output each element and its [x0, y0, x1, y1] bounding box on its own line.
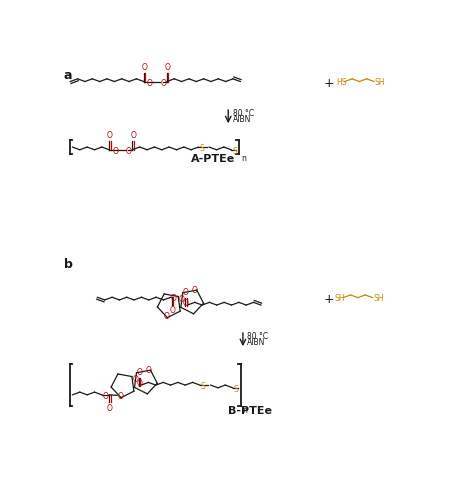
- Text: O: O: [142, 63, 147, 72]
- Text: O: O: [171, 294, 177, 302]
- Text: O: O: [137, 379, 142, 388]
- Text: 80 °C: 80 °C: [247, 332, 268, 341]
- Text: O: O: [191, 286, 197, 295]
- Text: O: O: [103, 392, 109, 401]
- Text: O: O: [126, 147, 132, 156]
- Text: O: O: [107, 131, 113, 140]
- Text: O: O: [107, 403, 113, 412]
- Text: b: b: [64, 257, 73, 271]
- Text: O: O: [169, 306, 175, 315]
- Text: O: O: [182, 299, 189, 308]
- Text: S: S: [201, 382, 206, 391]
- Text: +: +: [324, 77, 335, 90]
- Text: 80 °C: 80 °C: [233, 109, 254, 118]
- Text: O: O: [145, 366, 151, 375]
- Text: O: O: [146, 79, 153, 88]
- Text: AIBN: AIBN: [233, 115, 251, 124]
- Text: S: S: [234, 385, 238, 394]
- Text: S: S: [200, 144, 204, 153]
- Text: B-PTEe: B-PTEe: [228, 406, 272, 416]
- Text: A-PTEe: A-PTEe: [191, 153, 236, 163]
- Text: HS: HS: [337, 78, 347, 87]
- Text: n: n: [241, 154, 246, 163]
- Text: S: S: [232, 147, 237, 156]
- Text: O: O: [132, 375, 138, 384]
- Text: O: O: [164, 312, 169, 321]
- Text: O: O: [179, 295, 184, 304]
- Text: O: O: [130, 131, 136, 140]
- Text: +: +: [324, 293, 335, 306]
- Text: SH: SH: [375, 78, 385, 87]
- Text: SH: SH: [334, 294, 345, 303]
- Text: SH: SH: [374, 294, 384, 303]
- Text: O: O: [112, 147, 118, 156]
- Text: O: O: [117, 392, 123, 401]
- Text: n: n: [243, 406, 247, 415]
- Text: AIBN: AIBN: [247, 338, 266, 346]
- Text: a: a: [64, 69, 72, 82]
- Text: O: O: [183, 288, 189, 297]
- Text: O: O: [164, 63, 171, 72]
- Text: O: O: [160, 79, 166, 88]
- Text: O: O: [137, 368, 143, 377]
